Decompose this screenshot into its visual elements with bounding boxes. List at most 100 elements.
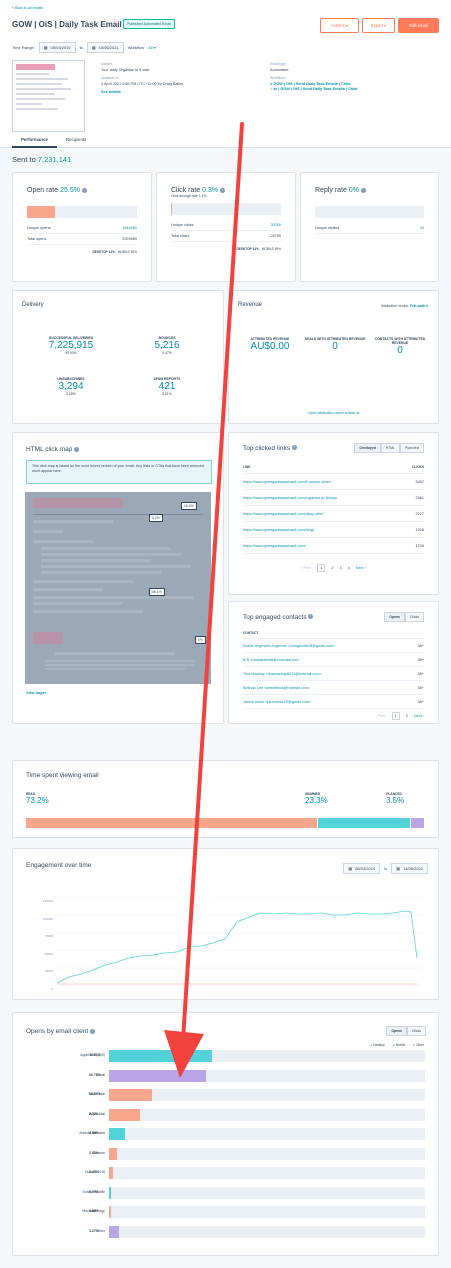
contact-link[interactable]: Tina Mackay <tinamackay8212@hotmail.com> [243,671,322,676]
prev-button[interactable]: ‹ Prev [375,714,386,718]
prev-button[interactable]: ‹ Prev [301,566,312,570]
see-details-link[interactable]: See details [101,90,121,94]
toggle-overlayed[interactable]: Overlayed [354,443,381,453]
next-button[interactable]: Next › [355,566,366,570]
toggle-html[interactable]: HTML [380,443,401,453]
link-url[interactable]: https://www.getorganisedwizard.com/ [243,543,306,548]
next-label: Next [413,714,422,718]
link-url[interactable]: https://www.getorganisedwizard.com/5-min… [243,479,332,484]
toggle-opens[interactable]: Opens [384,612,405,622]
click-map-marker[interactable]: 0% [195,636,206,644]
segment-label: GLANCED [386,792,402,796]
table-row: https://www.getorganisedwizard.com/diary… [243,506,424,522]
info-icon[interactable]: i [291,445,297,451]
workflow-link[interactable]: ● zz | GOW | OiS | Send Daily Task Email… [270,87,445,93]
view-larger-link[interactable]: View larger [26,691,47,695]
contact-link[interactable]: Janice Moss <janmoss120@gmail.com> [243,699,312,704]
updated-label: Updated on [101,76,119,80]
info-icon[interactable]: i [360,187,366,193]
client-bar-track [109,1128,425,1140]
client-percent: 0.69% [89,1209,99,1213]
client-bar-fill[interactable] [109,1147,117,1160]
edit-email-button[interactable]: Edit email [398,18,439,33]
back-link[interactable]: « Back to all emails [12,6,43,10]
link-url[interactable]: https://www.getorganisedwizard.com/blog/ [243,527,314,532]
workflow-dropdown[interactable]: All ▾ [148,45,156,50]
top-contacts-heading: Top engaged contacts i [243,614,314,621]
workflow-value: All [148,45,153,50]
client-bar-fill[interactable] [109,1206,112,1218]
link-clicks: 3457 [415,479,424,484]
client-bar-fill[interactable] [109,1089,153,1101]
page-button[interactable]: 2 [331,566,334,570]
info-icon[interactable]: i [89,1028,95,1034]
tab-performance[interactable]: Performance [12,134,57,148]
click-map-marker[interactable]: 16.4% [181,502,197,510]
export-button[interactable]: Export ▾ [362,18,395,33]
attribution-dropdown[interactable]: Full-path ▾ [410,304,428,308]
attribution-builder-link[interactable]: Open attribution report builder ⧉ [229,411,438,415]
stat-value[interactable]: 44 [419,226,424,230]
page-button[interactable]: 1 [391,712,400,720]
client-name: Android webview [79,1131,105,1135]
client-row: Apple Mail 9.72% [25,1108,425,1121]
engagement-line-chart [57,897,423,986]
stat-value[interactable]: 3,294 [58,381,84,392]
revenue-stat: CONTACTS WITH ATTRIBUTED REVENUE 0 [367,337,433,356]
client-bar-fill[interactable] [109,1186,112,1199]
date-from-input[interactable]: ▦ 08/03/2019 [38,42,76,53]
click-map-marker[interactable]: 56.1% [149,588,165,596]
info-icon[interactable]: i [220,187,226,193]
click-map-preview: 16.4% 0.2% 56.1% 0% [25,492,211,684]
date-from-input[interactable]: ▦ 08/03/2019 [343,863,381,874]
client-bar-fill[interactable] [109,1108,140,1121]
stat-value[interactable]: 5,216 [154,340,180,351]
date-to-input[interactable]: ▦ 14/06/2021 [86,42,124,53]
tab-recipients[interactable]: Recipients [65,137,87,142]
stat-value[interactable]: 421 [158,381,176,392]
toggle-plain-text[interactable]: Plain text [400,443,424,453]
link-url[interactable]: https://www.getorganisedwizard.com/diary… [243,511,324,516]
client-bar-fill[interactable] [109,1225,120,1238]
page-button[interactable]: 1 [317,564,326,572]
time-range-label: Time Range: [12,45,35,50]
next-button[interactable]: Next › [413,714,424,718]
top-contacts-header: Top engaged contacts i Opens Clicks [243,612,424,622]
date-to-input[interactable]: ▦ 14/06/2021 [391,863,428,874]
client-bar-fill[interactable] [109,1069,207,1082]
info-icon[interactable]: i [308,614,314,620]
email-preview-thumbnail[interactable] [12,60,85,132]
info-icon[interactable]: i [74,446,80,452]
page-button[interactable]: 2 [405,714,408,718]
page-button[interactable]: 3 [339,566,342,570]
page-button[interactable]: 4 [347,566,350,570]
client-bar-fill[interactable] [109,1128,125,1140]
stat-value[interactable]: 7,225,915 [48,340,94,351]
stat-value[interactable]: 20055 [270,223,281,227]
workflow-link[interactable]: ● GOW | OiS | Send Daily Task Emails | C… [270,82,445,88]
client-bar-track [109,1206,425,1218]
link-clicks: 1709 [415,543,424,548]
table-row: Tina Mackay <tinamackay8212@hotmail.com>… [243,667,424,681]
toggle-clicks[interactable]: Clicks [406,1026,426,1036]
contact-link[interactable]: B B <barbarabrett@comcast.net> [243,657,300,662]
tsv-glanced: GLANCED 3.5% [386,792,404,805]
actions-label: Actions [331,23,345,28]
client-row: Yahoo Mail 13.67% [25,1089,425,1101]
client-bar-fill[interactable] [109,1050,213,1062]
delivery-stat: SPAM REPORTS 421 0.01% [127,377,207,396]
click-map-marker[interactable]: 0.2% [149,514,163,522]
toggle-opens[interactable]: Opens [386,1026,407,1036]
actions-button[interactable]: Actions ▾ [320,18,359,33]
contact-link[interactable]: Noelle Angevine Angevine <nangevine28@gm… [243,643,336,648]
info-icon[interactable]: i [81,187,87,193]
toggle-clicks[interactable]: Clicks [404,612,424,622]
delivery-stat: UNSUBSCRIBES 3,294 0.05% [31,377,111,396]
contact-link[interactable]: Belinda Lee <leebelinda@hotmail.com> [243,685,311,690]
legend-item-other: ■ Other [413,1043,424,1047]
client-percent: 2.51% [89,1150,99,1155]
stat-value[interactable]: 1844960 [122,226,137,230]
client-bar-fill[interactable] [109,1167,114,1179]
link-url[interactable]: https://www.getorganisedwizard.com/organ… [243,495,338,500]
clients-title: Opens by email client [26,1028,89,1035]
